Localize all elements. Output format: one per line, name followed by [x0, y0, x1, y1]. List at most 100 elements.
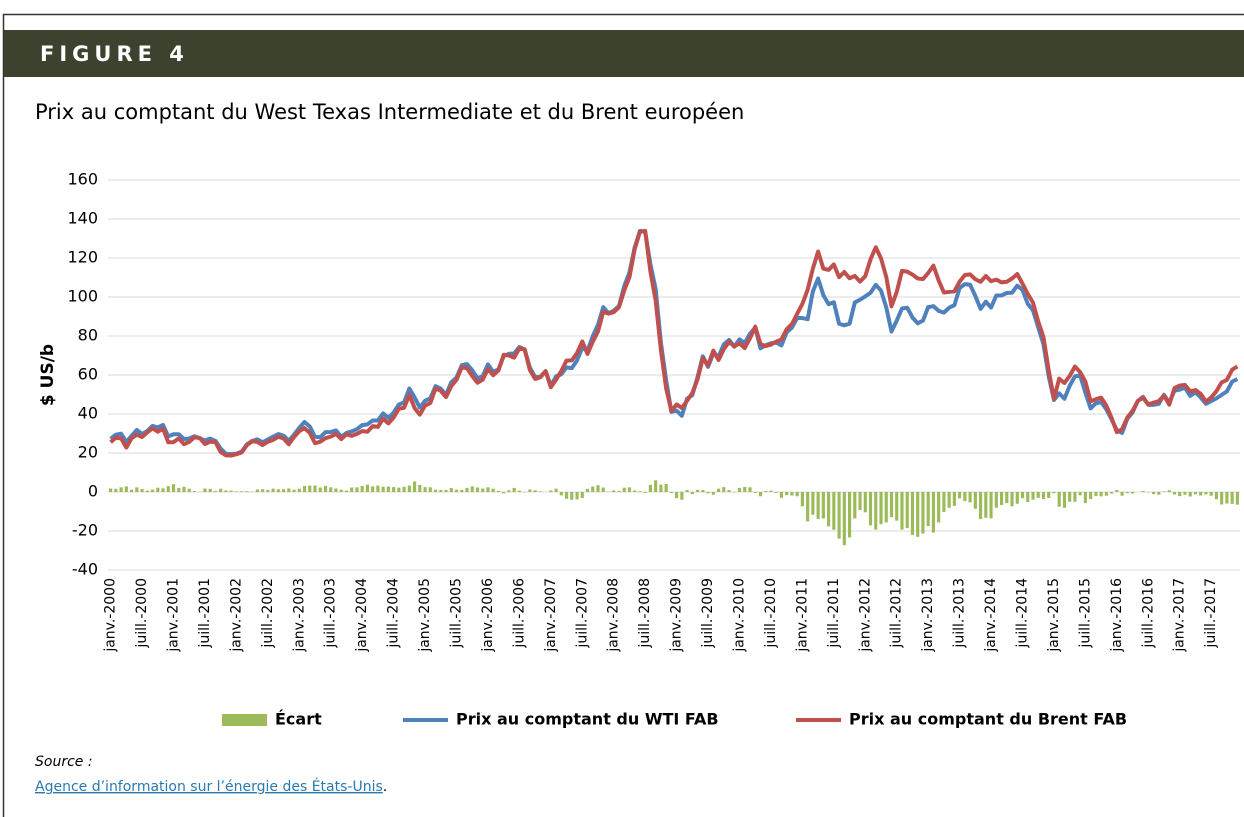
bar — [937, 492, 941, 523]
bar — [643, 492, 647, 493]
bar — [507, 490, 511, 492]
bar — [931, 492, 935, 533]
bar — [1005, 492, 1009, 504]
x-tick-label: janv.-2013 — [920, 578, 936, 653]
bar — [109, 488, 113, 492]
bar — [837, 492, 841, 539]
x-tick-label: juill.-2001 — [197, 578, 213, 649]
bar — [758, 492, 763, 497]
line — [109, 228, 1239, 458]
x-tick-label: janv.-2017 — [1172, 578, 1188, 653]
bar — [1104, 492, 1108, 496]
x-tick-label: janv.-2001 — [166, 578, 182, 653]
bar — [1083, 492, 1087, 504]
bar — [895, 492, 899, 521]
bar — [737, 487, 742, 492]
bar — [1047, 492, 1051, 498]
bar — [1130, 492, 1135, 494]
bar — [496, 490, 501, 492]
bar — [638, 491, 642, 492]
y-tick-label: 80 — [78, 326, 98, 345]
bar — [1162, 491, 1166, 492]
bar — [271, 488, 275, 492]
bar — [182, 486, 186, 492]
bar — [617, 490, 621, 492]
source-link[interactable]: Agence d’information sur l’énergie des É… — [35, 778, 383, 795]
y-tick-label: 100 — [67, 287, 98, 306]
bar — [979, 492, 983, 520]
bar — [517, 490, 521, 492]
bar — [858, 492, 862, 511]
x-tick-label: juill.-2012 — [889, 578, 905, 649]
bar — [863, 492, 867, 513]
bar — [1041, 492, 1046, 500]
x-tick-label: janv.-2011 — [794, 578, 810, 653]
x-tick-label: janv.-2005 — [417, 578, 433, 653]
x-tick-label: juill.-2013 — [952, 578, 968, 649]
bar — [774, 492, 778, 493]
bar — [1068, 492, 1072, 502]
bar — [716, 488, 721, 492]
bar — [365, 484, 369, 492]
bar — [240, 491, 244, 492]
bar — [926, 492, 930, 527]
bar — [675, 492, 679, 499]
bar — [973, 492, 977, 509]
bar — [1020, 492, 1025, 499]
x-tick-label: janv.-2010 — [732, 578, 748, 653]
bar — [213, 490, 218, 492]
bar — [355, 487, 359, 492]
y-tick-label: -40 — [72, 560, 98, 579]
x-tick-label: juill.-2015 — [1077, 578, 1093, 649]
bar — [423, 487, 427, 492]
bar — [171, 484, 176, 492]
bar — [1094, 492, 1098, 497]
bar — [947, 492, 951, 508]
legend-label: Écart — [275, 710, 322, 729]
bar — [696, 489, 700, 492]
bar — [622, 487, 626, 492]
bar — [853, 492, 857, 519]
bar — [1078, 492, 1082, 496]
bar — [323, 485, 328, 492]
bar — [318, 487, 322, 492]
x-tick-label: janv.-2008 — [606, 578, 622, 653]
bar — [1115, 490, 1119, 492]
bar — [580, 492, 584, 499]
bar — [397, 487, 401, 492]
y-tick-label: 40 — [78, 404, 98, 423]
x-tick-label: juill.-2009 — [700, 578, 716, 649]
bar — [648, 484, 652, 492]
bar — [994, 492, 998, 508]
bar — [486, 487, 490, 492]
bar — [418, 484, 422, 492]
bar — [449, 488, 453, 492]
bar — [999, 492, 1004, 506]
bar — [706, 492, 710, 494]
bar — [208, 488, 212, 492]
bar — [392, 487, 396, 492]
x-tick-label: janv.-2007 — [543, 578, 559, 653]
x-tick-label: janv.-2012 — [857, 578, 873, 653]
bar — [1110, 492, 1114, 494]
bar — [816, 492, 820, 519]
bar — [266, 489, 270, 492]
bar — [785, 492, 789, 496]
bar — [281, 489, 286, 492]
bar — [1193, 492, 1198, 495]
bar — [1178, 492, 1182, 497]
bar — [334, 488, 338, 492]
y-tick-label: 60 — [78, 365, 98, 384]
bar — [1188, 492, 1192, 497]
bar — [601, 487, 605, 492]
bar — [276, 489, 280, 492]
bar — [795, 492, 799, 497]
bar — [1157, 492, 1161, 495]
bar — [124, 486, 128, 492]
y-tick-label: 140 — [67, 209, 98, 228]
bar — [302, 485, 307, 492]
bar — [1225, 492, 1229, 504]
bar — [790, 492, 794, 496]
bar — [1099, 492, 1103, 497]
